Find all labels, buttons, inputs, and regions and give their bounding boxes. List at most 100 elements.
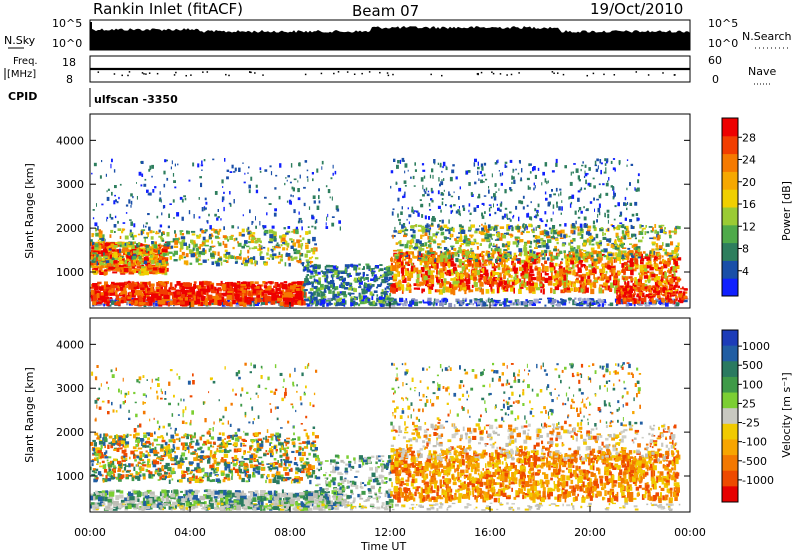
power-cell [308, 230, 311, 235]
power-cell [387, 267, 391, 270]
power-cell [325, 226, 329, 229]
power-cell [587, 303, 591, 306]
power-cell [319, 290, 322, 293]
power-cell [330, 303, 333, 305]
power-cell [214, 235, 219, 239]
power-cell [661, 274, 666, 279]
power-cell [575, 264, 579, 268]
power-cell [480, 268, 484, 271]
power-cell [455, 298, 460, 303]
power-cell [560, 276, 563, 279]
power-cell [563, 274, 567, 281]
power-cell [101, 285, 108, 291]
power-cell [655, 276, 661, 281]
power-cell [148, 246, 153, 249]
power-cell [429, 284, 434, 290]
power-cell [264, 196, 267, 199]
power-cell [645, 225, 647, 228]
power-cell [266, 212, 268, 216]
power-cell [414, 301, 419, 307]
power-cell [647, 265, 652, 269]
power-cell [119, 282, 125, 287]
power-cell [409, 300, 412, 305]
power-cell [335, 303, 338, 307]
power-cell [242, 214, 244, 217]
power-cell [478, 260, 481, 266]
power-cell [263, 262, 268, 266]
power-cell [249, 297, 254, 301]
power-cell [130, 260, 134, 264]
power-cell [291, 230, 295, 233]
power-cell [660, 224, 665, 227]
power-cell [604, 232, 606, 236]
power-cell [304, 253, 308, 258]
power-cell [180, 294, 185, 299]
power-cell [183, 195, 186, 198]
power-cell [242, 302, 247, 307]
power-cell [254, 281, 259, 284]
power-cell [459, 227, 463, 232]
power-cell [314, 257, 319, 260]
power-cell [446, 298, 449, 303]
power-cell [503, 298, 507, 302]
power-cell [492, 245, 497, 248]
power-cell [298, 217, 302, 220]
power-cell [543, 253, 546, 258]
power-cell [648, 226, 653, 228]
power-cell [117, 253, 122, 257]
power-cell [464, 259, 468, 262]
power-cell [309, 288, 314, 291]
power-cell [285, 242, 290, 246]
power-cell [254, 286, 260, 289]
power-cell [575, 249, 579, 254]
power-cell [529, 269, 534, 274]
power-cell [568, 235, 571, 238]
power-cell [542, 243, 546, 248]
power-cell [469, 255, 472, 258]
power-cell [117, 242, 122, 245]
power-cell [552, 225, 556, 229]
power-cell [420, 253, 425, 258]
power-cell [210, 255, 215, 259]
power-cell [506, 224, 510, 229]
power-cell [487, 233, 492, 238]
power-cell [544, 273, 549, 276]
power-cell [495, 278, 500, 281]
power-cell [554, 245, 557, 249]
power-cell [330, 177, 333, 180]
power-cell [449, 237, 452, 240]
power-cell [201, 251, 205, 256]
power-cell [290, 194, 292, 197]
power-cell [262, 290, 267, 294]
power-cell [459, 259, 462, 264]
power-cell [518, 236, 521, 240]
power-cell [353, 279, 357, 282]
power-cell [293, 281, 299, 284]
power-cell [392, 234, 394, 239]
nave-dot [128, 71, 131, 73]
power-cell [501, 260, 504, 265]
power-cell [414, 299, 418, 302]
power-cell [537, 258, 541, 264]
power-cell [503, 274, 506, 279]
power-cell [459, 271, 463, 274]
power-cell [271, 256, 275, 260]
power-cell [305, 259, 310, 262]
power-cell [633, 243, 638, 247]
power-cell [231, 282, 237, 286]
power-cell [577, 264, 579, 268]
power-cell [428, 231, 431, 236]
power-cell [114, 185, 117, 189]
power-cell [644, 256, 649, 260]
power-cell [103, 240, 105, 246]
power-cell [520, 286, 524, 289]
power-cell [440, 272, 445, 279]
power-cell [430, 275, 435, 280]
power-cell [281, 234, 287, 238]
nave-dot [175, 71, 177, 74]
power-cell [156, 282, 162, 287]
power-cell [198, 263, 203, 266]
power-cell [97, 246, 100, 249]
power-cell [158, 198, 162, 202]
power-cell [589, 279, 592, 285]
